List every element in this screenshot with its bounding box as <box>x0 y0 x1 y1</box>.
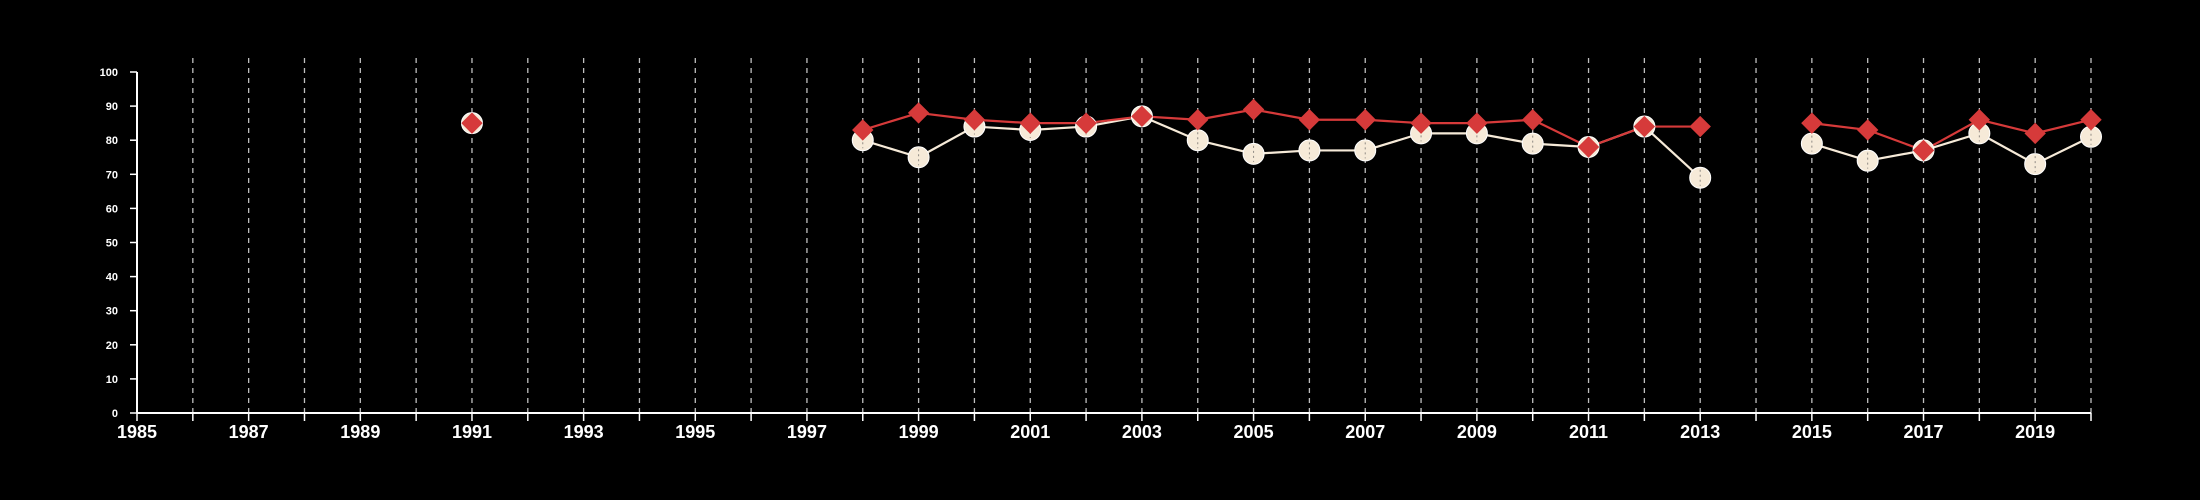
red-series-point-1999 <box>907 102 930 124</box>
y-tick-label-90: 90 <box>106 101 118 113</box>
red-series-point-2013 <box>1689 115 1711 138</box>
x-tick-label-2017: 2017 <box>1903 422 1943 442</box>
white-series-point-2013 <box>1689 166 1712 189</box>
y-tick-label-0: 0 <box>112 408 118 420</box>
x-tick-label-2011: 2011 <box>1569 422 1608 442</box>
x-tick-label-1995: 1995 <box>675 422 715 442</box>
white-series-point-2007 <box>1354 139 1377 162</box>
white-series-point-2016 <box>1856 149 1879 172</box>
red-series-point-2009 <box>1466 112 1488 134</box>
red-series-line-segment-2004-2005 <box>1196 108 1255 121</box>
red-series-point-2018 <box>1968 109 1991 131</box>
red-series-line-segment-2018-2019 <box>1978 118 2037 135</box>
x-tick-label-1999: 1999 <box>899 422 939 442</box>
red-series-point-2002 <box>1075 112 1097 134</box>
red-series-point-2020 <box>2080 109 2102 131</box>
white-series-point-2006 <box>1298 139 1321 162</box>
x-tick-label-1997: 1997 <box>787 422 827 442</box>
red-series-point-2007 <box>1354 109 1376 131</box>
y-tick-label-60: 60 <box>106 203 118 215</box>
y-tick-label-30: 30 <box>106 306 118 318</box>
x-tick-label-1993: 1993 <box>564 422 604 442</box>
x-tick-label-1991: 1991 <box>452 422 492 442</box>
red-series-point-2004 <box>1187 109 1209 131</box>
y-tick-label-80: 80 <box>106 135 118 147</box>
x-tick-label-2001: 2001 <box>1010 422 1050 442</box>
y-tick-label-20: 20 <box>106 340 118 352</box>
red-series-point-2003 <box>1131 105 1153 128</box>
red-series-point-1991 <box>461 112 483 134</box>
red-series-point-2012 <box>1633 115 1656 138</box>
red-series-point-2015 <box>1801 112 1823 134</box>
red-series-line-segment-2019-2020 <box>2034 118 2093 135</box>
y-tick-label-70: 70 <box>106 169 118 181</box>
y-tick-label-100: 100 <box>100 67 118 79</box>
red-series-point-2008 <box>1410 112 1432 134</box>
white-series-point-1999 <box>907 146 930 169</box>
x-tick-label-2003: 2003 <box>1122 422 1162 442</box>
x-tick-label-1985: 1985 <box>117 422 157 442</box>
white-series-point-2019 <box>2024 153 2047 176</box>
x-tick-label-1989: 1989 <box>340 422 380 442</box>
x-tick-label-2009: 2009 <box>1457 422 1497 442</box>
red-series-point-2000 <box>963 109 986 131</box>
red-series-point-2019 <box>2024 122 2046 145</box>
white-series-line-segment-2012-2013 <box>1643 125 1702 179</box>
white-series-point-2005 <box>1242 142 1265 165</box>
x-tick-label-2019: 2019 <box>2015 422 2055 442</box>
white-series-point-2010 <box>1521 132 1544 155</box>
y-tick-label-50: 50 <box>106 238 118 250</box>
x-tick-label-2007: 2007 <box>1345 422 1385 442</box>
y-tick-label-10: 10 <box>106 374 118 386</box>
x-tick-label-2005: 2005 <box>1234 422 1274 442</box>
x-tick-label-1987: 1987 <box>229 422 269 442</box>
red-series-point-2006 <box>1298 109 1321 131</box>
axis-layer: 0 10 20 30 40 50 60 70 80 90 100 1985 1987 1989 1991 19… <box>100 67 2092 442</box>
red-series-point-2010 <box>1522 109 1544 131</box>
red-series-point-layer <box>461 98 2102 162</box>
red-series-point-2016 <box>1856 119 1879 141</box>
red-series-line-segment-2005-2006 <box>1252 108 1311 121</box>
x-tick-label-2015: 2015 <box>1792 422 1832 442</box>
y-tick-label-40: 40 <box>106 272 118 284</box>
red-series-point-2017 <box>1912 139 1935 162</box>
red-series-point-1998 <box>852 119 874 141</box>
red-series-point-2005 <box>1242 98 1265 121</box>
x-tick-label-2013: 2013 <box>1680 422 1720 442</box>
red-series-point-2011 <box>1577 136 1600 158</box>
red-series-line-segment-1998-1999 <box>861 111 920 132</box>
red-series-point-2001 <box>1019 112 1041 134</box>
